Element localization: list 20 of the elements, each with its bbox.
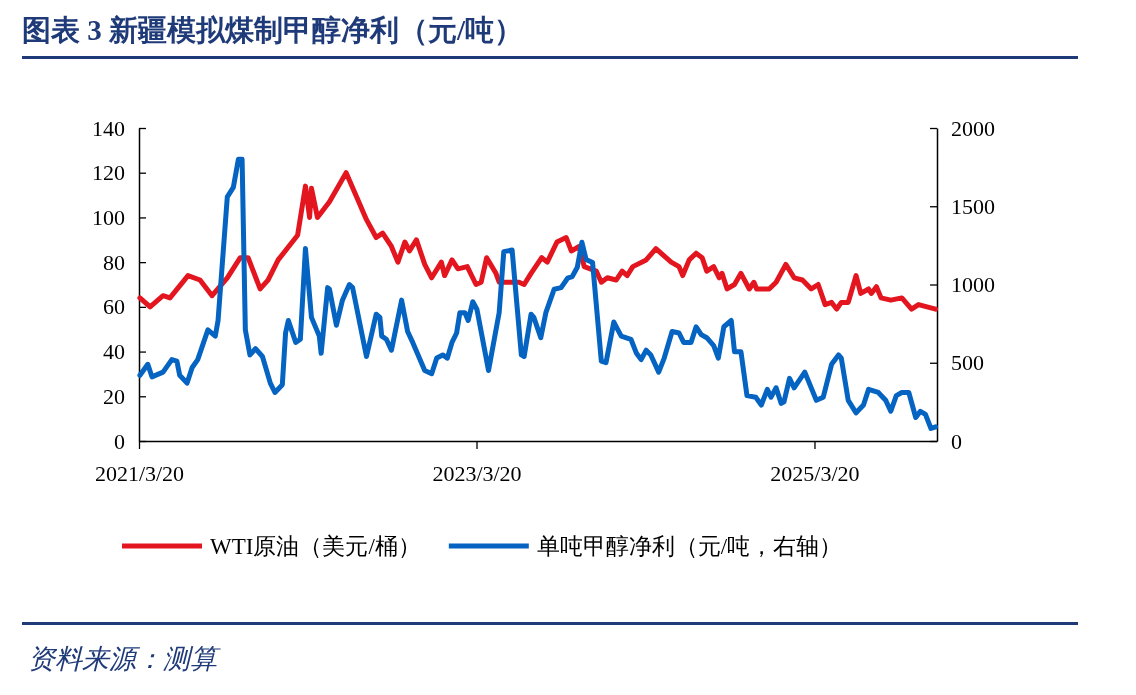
text: 资料来源：测算 [28,644,221,674]
x-tick-label: 2021/3/20 [94,460,185,486]
y2-tick-label: 2000 [951,115,995,141]
legend-label: WTI原油（美元/桶） [210,534,421,559]
y-tick-label: 80 [103,249,125,275]
y-tick-label: 140 [92,115,125,141]
chart-title: 图表 3 新疆模拟煤制甲醇净利（元/吨） [22,14,524,46]
legend-label: 单吨甲醇净利（元/吨，右轴） [536,534,843,559]
y-tick-label: 120 [92,160,125,186]
x-tick-label: 2023/3/20 [432,460,522,486]
y-tick-label: 100 [92,204,125,230]
y-tick-label: 60 [103,294,125,320]
y-tick-label: 0 [114,428,125,454]
y2-tick-label: 1500 [951,193,995,219]
y2-tick-label: 500 [951,350,984,376]
y2-tick-label: 0 [951,428,962,454]
x-tick-label: 2025/3/20 [770,460,860,486]
y-tick-label: 20 [103,383,125,409]
y2-tick-label: 1000 [951,272,995,298]
y-tick-label: 40 [103,339,125,365]
